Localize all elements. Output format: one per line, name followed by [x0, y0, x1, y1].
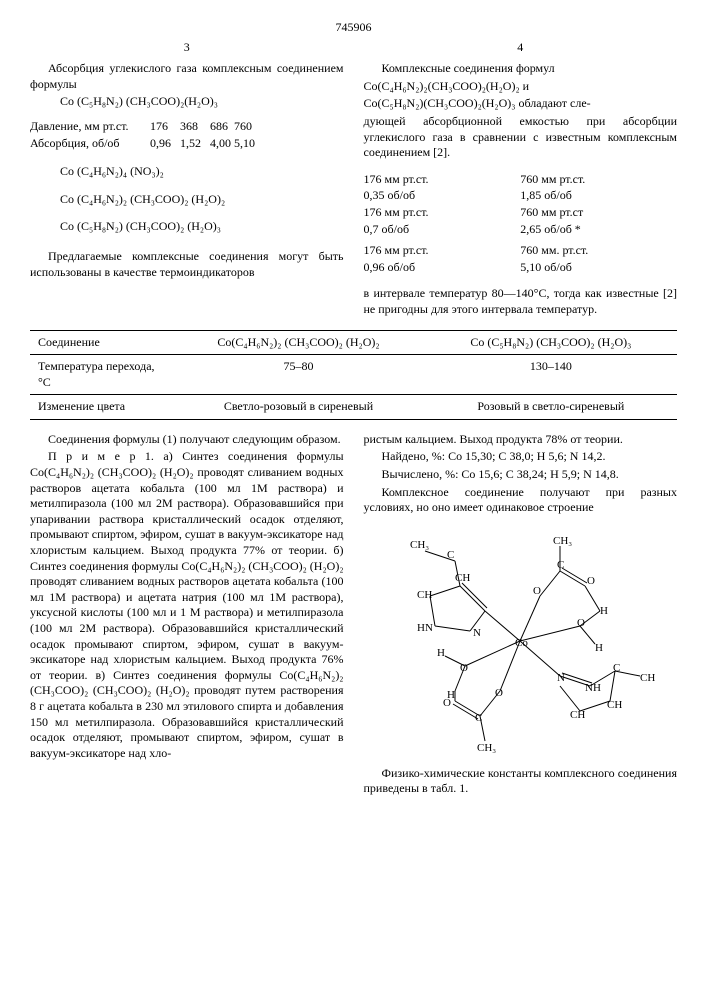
pair-l-4: 176 мм рт.ст. — [364, 243, 521, 259]
diagram-ch-b2: CH — [570, 709, 585, 721]
diagram-co: Co — [515, 637, 528, 649]
body-left-p1: Соединения формулы (1) получают следую­щ… — [30, 432, 344, 448]
table-row: Изменение цвета Светло-розовый в сиренев… — [30, 395, 677, 420]
col-left-num: 3 — [30, 40, 344, 56]
left-intro: Абсорбция углекислого газа комплексным с… — [30, 61, 344, 92]
diagram-o-b1: O — [495, 687, 503, 699]
diagram-n-l: N — [473, 627, 481, 639]
pair-r-4: 760 мм. рт.ст. — [520, 243, 677, 259]
diagram-ch-b1: CH — [607, 699, 622, 711]
left-thermo: Предлагаемые комплексные соединения могу… — [30, 249, 344, 280]
diagram-h-bl: H — [437, 647, 445, 659]
diagram-c-tl: C — [447, 549, 454, 561]
td-temp-2: 130–140 — [425, 355, 677, 395]
patent-number: 745906 — [30, 20, 677, 36]
diagram-o-bl: O — [460, 662, 468, 674]
td-color-2: Розовый в светло-сиреневый — [425, 395, 677, 420]
diagram-h-r: H — [600, 605, 608, 617]
td-temp-1: 75–80 — [172, 355, 424, 395]
pair-l-3: 0,7 об/об — [364, 222, 521, 238]
pair-r-2: 760 мм рт.ст — [520, 205, 677, 221]
diagram-ch3-r: CH₃ — [640, 672, 655, 684]
table-row: Соединение Co(C₄H₆N₂)₂ (CH₃COO)₂ (H₂O)₂ … — [30, 330, 677, 355]
table-row: Температура перехода, °C 75–80 130–140 — [30, 355, 677, 395]
body-right-p5: Физико-химические константы комплексного… — [364, 766, 678, 797]
diagram-c-t: C — [557, 559, 564, 571]
td-color-1: Светло-розовый в сиреневый — [172, 395, 424, 420]
right-text1: дующей абсорбционной емкостью при абсорб… — [364, 114, 678, 161]
pair-l-1: 0,35 об/об — [364, 188, 521, 204]
body-right-p3: Вычислено, %: Co 15,6; C 38,24; H 5,9; N… — [364, 467, 678, 483]
body-right-p2: Найдено, %: Co 15,30; C 38,0; H 5,6; N 1… — [364, 449, 678, 465]
left-formula4: Co (C₅H₈N₂) (CH₃COO)₂ (H₂O)₃ — [60, 219, 344, 235]
diagram-ch-t1: CH — [455, 572, 470, 584]
body-right-p4: Комплексное соединение получают при раз­… — [364, 485, 678, 516]
pair-l-0: 176 мм рт.ст. — [364, 172, 521, 188]
th-f2: Co (C₅H₈N₂) (CH₃COO)₂ (H₂O)₃ — [425, 330, 677, 355]
pair-r-3: 2,65 об/об * — [520, 222, 677, 238]
th-compound: Соединение — [30, 330, 172, 355]
diagram-c-b: C — [475, 712, 482, 724]
structure-diagram: Co CH₃ C CH CH HN N O C O CH₃ H O H H O — [364, 526, 678, 756]
pressure-vals: 176 368 686 760 — [150, 119, 344, 135]
diagram-o-r: O — [577, 617, 585, 629]
diagram-ch3-tl: CH₃ — [410, 539, 429, 551]
right-formula2: Co(C₅H₈N₂)(CH₃COO)₂(H₂O)₃ обладают сле- — [364, 96, 678, 112]
td-color-label: Изменение цвета — [30, 395, 172, 420]
left-formula3: Co (C₄H₆N₂)₂ (CH₃COO)₂ (H₂O)₂ — [60, 192, 344, 208]
transition-table: Соединение Co(C₄H₆N₂)₂ (CH₃COO)₂ (H₂O)₂ … — [30, 330, 677, 420]
diagram-ch3-t: CH₃ — [553, 535, 572, 547]
diagram-c-r: C — [613, 662, 620, 674]
diagram-nh-r: NH — [585, 682, 601, 694]
right-formula1: Co(C₄H₆N₂)₂(CH₃COO)₂(H₂O)₂ и — [364, 79, 678, 95]
absorb-vals: 0,96 1,52 4,00 5,10 — [150, 136, 344, 152]
pressure-label: Давление, мм рт.ст. — [30, 119, 150, 135]
right-intro: Комплексные соединения формул — [364, 61, 678, 77]
left-formula1: Co (C₅H₈N₂) (CH₃COO)₂(H₂O)₃ — [60, 94, 344, 110]
diagram-n-r: N — [557, 672, 565, 684]
diagram-ch3-b: CH₃ — [477, 742, 496, 754]
pair-l-5: 0,96 об/об — [364, 260, 521, 276]
diagram-o-b2: O — [443, 697, 451, 709]
left-formula2: Co (C₄H₆N₂)₄ (NO₃)₂ — [60, 164, 344, 180]
td-temp-label: Температура перехода, °C — [30, 355, 172, 395]
diagram-o-t2: O — [587, 575, 595, 587]
body-right-p1: ристым кальцием. Выход продукта 78% от т… — [364, 432, 678, 448]
absorb-label: Абсорбция, об/об — [30, 136, 150, 152]
pair-r-1: 1,85 об/об — [520, 188, 677, 204]
diagram-hn: HN — [417, 622, 433, 634]
pair-l-2: 176 мм рт.ст. — [364, 205, 521, 221]
body-left-p2: П р и м е р 1. а) Синтез соединения фор­… — [30, 449, 344, 761]
pair-r-0: 760 мм рт.ст. — [520, 172, 677, 188]
right-text2: в интервале температур 80—140°C, тогда к… — [364, 286, 678, 317]
diagram-ch-t2: CH — [417, 589, 432, 601]
th-f1: Co(C₄H₆N₂)₂ (CH₃COO)₂ (H₂O)₂ — [172, 330, 424, 355]
pair-r-5: 5,10 об/об — [520, 260, 677, 276]
diagram-o-t1: O — [533, 585, 541, 597]
diagram-h-r2: H — [595, 642, 603, 654]
col-right-num: 4 — [364, 40, 678, 56]
